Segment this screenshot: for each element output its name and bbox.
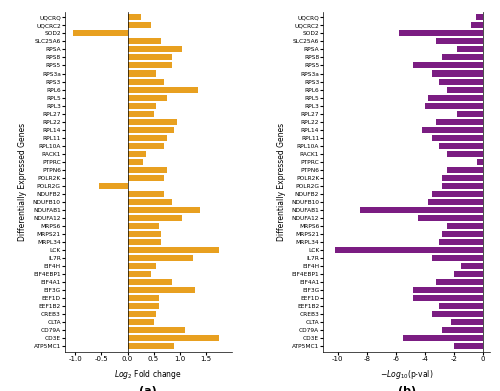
Bar <box>128 63 172 68</box>
X-axis label: $Log_2$ Fold change: $Log_2$ Fold change <box>114 368 182 380</box>
Bar <box>128 191 164 197</box>
Bar <box>128 118 177 125</box>
Text: (a): (a) <box>140 386 157 391</box>
Bar <box>128 239 162 245</box>
Bar <box>128 175 164 181</box>
Bar <box>128 271 151 277</box>
Bar <box>436 279 483 285</box>
Bar <box>428 95 483 100</box>
Bar <box>446 167 483 173</box>
Bar <box>436 38 483 45</box>
Bar <box>128 295 159 301</box>
Bar <box>128 22 151 29</box>
Bar <box>418 215 483 221</box>
Bar <box>128 135 166 141</box>
Bar <box>413 295 483 301</box>
X-axis label: $-Log_{10}$(p-val): $-Log_{10}$(p-val) <box>380 368 434 380</box>
Bar <box>128 279 172 285</box>
Bar <box>477 159 483 165</box>
Bar <box>128 47 182 52</box>
Bar <box>128 95 166 100</box>
Bar <box>128 143 164 149</box>
Bar <box>440 143 483 149</box>
Bar <box>128 255 192 261</box>
Bar <box>128 311 156 317</box>
Bar <box>440 239 483 245</box>
Bar <box>128 111 154 117</box>
Bar <box>456 47 483 52</box>
Bar <box>432 191 483 197</box>
Bar <box>451 319 483 325</box>
Y-axis label: Differentially Expressed Genes: Differentially Expressed Genes <box>18 123 28 241</box>
Bar <box>128 167 166 173</box>
Text: (b): (b) <box>398 386 415 391</box>
Bar <box>128 223 159 229</box>
Bar <box>442 183 483 189</box>
Bar <box>446 151 483 157</box>
Bar <box>432 70 483 77</box>
Bar <box>73 30 128 36</box>
Bar <box>128 303 159 309</box>
Bar <box>442 327 483 333</box>
Bar <box>432 255 483 261</box>
Bar <box>128 319 154 325</box>
Bar <box>128 54 172 61</box>
Bar <box>446 223 483 229</box>
Bar <box>432 311 483 317</box>
Bar <box>128 343 174 349</box>
Bar <box>422 127 483 133</box>
Bar <box>413 63 483 68</box>
Bar <box>446 86 483 93</box>
Bar <box>128 70 156 77</box>
Bar <box>471 22 483 29</box>
Bar <box>335 247 483 253</box>
Bar <box>128 14 140 20</box>
Bar <box>428 199 483 205</box>
Bar <box>128 215 182 221</box>
Bar <box>454 271 483 277</box>
Bar <box>128 86 198 93</box>
Bar <box>128 151 146 157</box>
Bar <box>128 38 162 45</box>
Bar <box>128 127 174 133</box>
Bar <box>128 335 218 341</box>
Bar <box>476 14 483 20</box>
Bar <box>128 207 200 213</box>
Bar <box>442 54 483 61</box>
Bar <box>461 263 483 269</box>
Bar <box>128 102 156 109</box>
Bar <box>128 327 185 333</box>
Bar <box>360 207 483 213</box>
Bar <box>442 175 483 181</box>
Bar <box>128 247 218 253</box>
Bar <box>432 135 483 141</box>
Bar <box>128 231 162 237</box>
Bar <box>128 287 195 293</box>
Bar <box>398 30 483 36</box>
Bar <box>128 79 164 84</box>
Bar <box>425 102 483 109</box>
Y-axis label: Differentially Expressed Genes: Differentially Expressed Genes <box>276 123 285 241</box>
Bar <box>440 79 483 84</box>
Bar <box>454 343 483 349</box>
Bar <box>128 263 156 269</box>
Bar <box>128 159 143 165</box>
Bar <box>128 199 172 205</box>
Bar <box>99 183 128 189</box>
Bar <box>442 231 483 237</box>
Bar <box>436 118 483 125</box>
Bar <box>413 287 483 293</box>
Bar <box>456 111 483 117</box>
Bar <box>403 335 483 341</box>
Bar <box>440 303 483 309</box>
